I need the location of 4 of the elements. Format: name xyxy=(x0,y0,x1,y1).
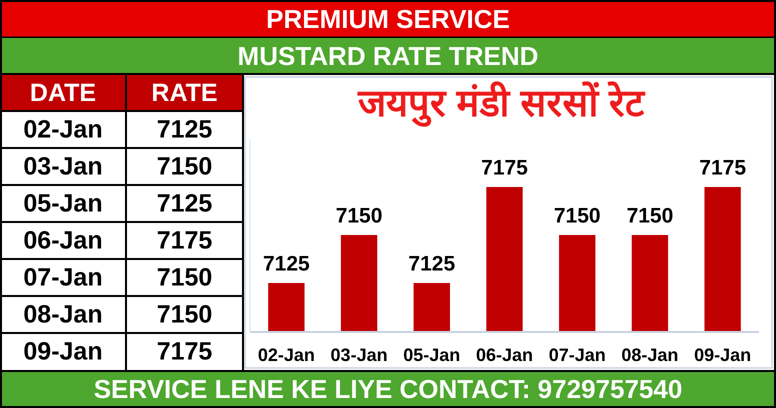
annotation: SERVICE LENE KE LIYE CONTACT: 9729757540 xyxy=(94,374,682,404)
subtitle: जयपुर मंडी सरसों रेट xyxy=(358,83,644,125)
title: MUSTARD RATE TREND xyxy=(238,41,538,71)
annotation: PREMIUM SERVICE xyxy=(266,4,510,34)
